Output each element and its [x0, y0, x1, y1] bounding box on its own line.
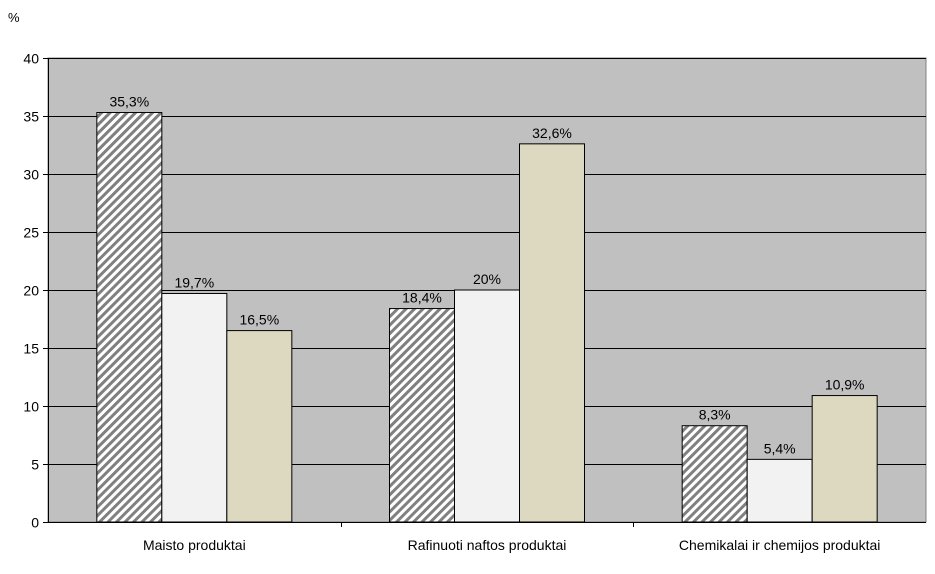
- bar-series-3-cat-2: [519, 143, 585, 523]
- data-label: 10,9%: [825, 377, 865, 393]
- y-tick-label: 30: [23, 167, 39, 183]
- bar-series-1-cat-3: [681, 425, 748, 523]
- x-category-label: Maisto produktai: [143, 537, 246, 553]
- data-label: 16,5%: [239, 312, 279, 328]
- bar-series-1-cat-2: [389, 308, 455, 523]
- x-category-label: Chemikalai ir chemijos produktai: [679, 537, 881, 553]
- y-tick-label: 40: [23, 51, 39, 67]
- data-label: 20%: [473, 271, 501, 287]
- y-tick-label: 25: [23, 225, 39, 241]
- bar-series-1-cat-1: [96, 112, 163, 523]
- y-tick-label: 0: [31, 515, 39, 531]
- bar-series-2-cat-3: [746, 458, 813, 523]
- data-label: 19,7%: [174, 274, 214, 290]
- bar-series-2-cat-1: [161, 292, 228, 523]
- bar-series-2-cat-2: [454, 289, 520, 523]
- x-category-label: Rafinuoti naftos produktai: [408, 537, 567, 553]
- y-tick-label: 5: [31, 457, 39, 473]
- y-tick-label: 15: [23, 341, 39, 357]
- data-label: 5,4%: [764, 440, 796, 456]
- data-label: 32,6%: [532, 125, 572, 141]
- data-label: 35,3%: [109, 94, 149, 110]
- plot-area: 0 5 10 15 20 25 30 35 40 35,3% 19,7% 16,5% Maisto pr…: [23, 51, 927, 553]
- y-tick-label: 20: [23, 283, 39, 299]
- bar-series-3-cat-1: [226, 330, 293, 523]
- bar-series-3-cat-3: [811, 395, 878, 523]
- data-label: 18,4%: [402, 290, 442, 306]
- data-label: 8,3%: [699, 407, 731, 423]
- y-tick-label: 35: [23, 109, 39, 125]
- y-tick-label: 10: [23, 399, 39, 415]
- y-unit-label: %: [8, 10, 20, 25]
